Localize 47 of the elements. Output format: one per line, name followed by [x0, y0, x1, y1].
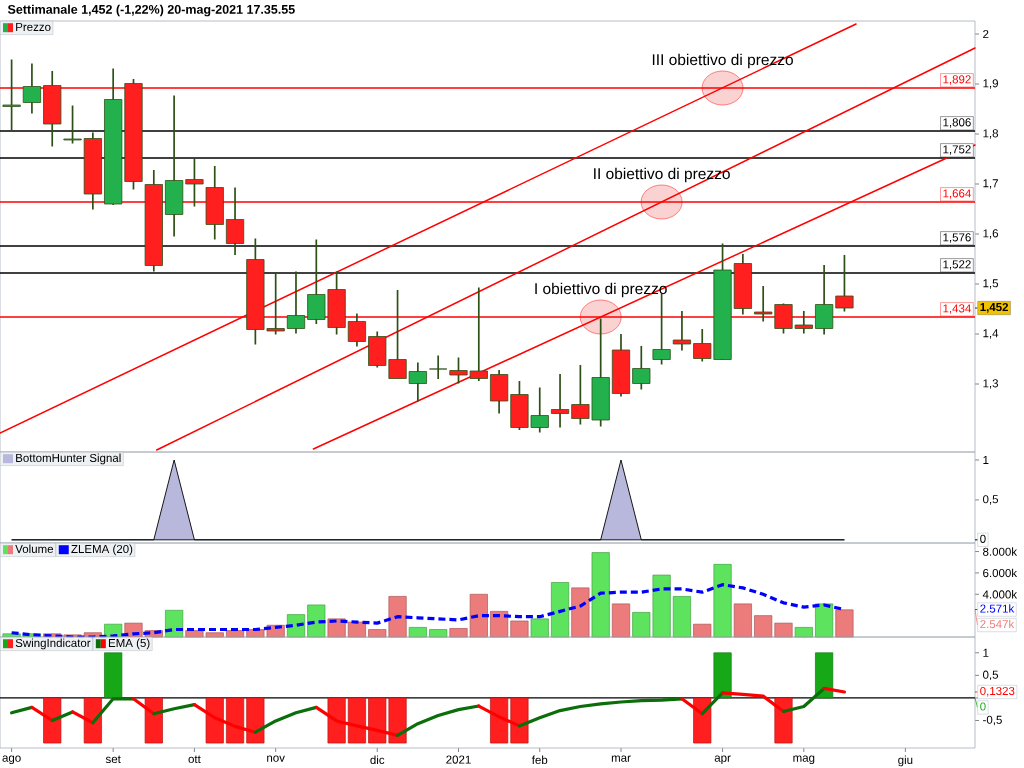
y-tick-label: 1	[983, 456, 989, 464]
y-tick-label: 1	[983, 648, 989, 657]
y-tick-label: 1,8	[983, 129, 999, 139]
y-tick-label: 1,7	[983, 179, 998, 189]
y-tick-label: 1,6	[983, 229, 999, 239]
x-tick-label: ott	[188, 755, 201, 764]
y-tick-label: 8.000k	[983, 547, 1018, 556]
y-tick-label: 2	[983, 29, 989, 39]
ref-line-label: 1,434	[943, 304, 971, 314]
legend-label: BottomHunter Signal	[16, 453, 121, 465]
ref-line-label: 1,752	[943, 145, 971, 155]
ref-line-label: 1,576	[943, 233, 971, 243]
ref-line-label: 1,892	[943, 75, 971, 85]
text: 0	[980, 534, 986, 543]
x-tick-label: mag	[793, 755, 815, 765]
y-tick-label: 1,3	[983, 379, 999, 389]
y-tick-label: 1,5	[983, 279, 999, 289]
ref-line-label: 1,806	[943, 118, 971, 128]
x-tick-label: set	[105, 755, 121, 764]
ref-line-label: 1,522	[943, 260, 971, 270]
x-tick-label: apr	[714, 755, 731, 765]
x-tick-label: feb	[531, 755, 548, 764]
x-tick-label: giu	[898, 755, 913, 767]
legend-label: EMA (5)	[108, 638, 150, 650]
y-tick-label: 0,5	[983, 495, 999, 505]
x-tick-label: ago	[2, 755, 21, 765]
legend-label: SwingIndicator	[15, 638, 91, 650]
x-tick-label: nov	[267, 755, 285, 762]
text: 0,1323	[980, 686, 1015, 697]
ref-line-label: 1,664	[943, 189, 971, 199]
y-tick-label: 1,4	[983, 329, 999, 339]
y-tick-label: 0,5	[983, 670, 999, 681]
y-tick-label: 4.000k	[982, 590, 1018, 599]
x-tick-label: dic	[370, 755, 385, 764]
y-tick-label: -0,5	[983, 715, 1002, 726]
x-tick-label: 2021	[446, 755, 471, 764]
text: 2.571k	[980, 604, 1015, 613]
x-tick-label: mar	[611, 755, 631, 762]
text: 1,452	[980, 302, 1009, 313]
chart-title: Settimanale 1,452 (-1,22%) 20-mag-2021 17.35.55	[7, 4, 295, 17]
legend-label: ZLEMA (20)	[71, 544, 133, 556]
legend-label: Prezzo	[16, 22, 51, 32]
y-tick-label: 1,9	[983, 79, 998, 89]
y-tick-label: 6.000k	[983, 568, 1018, 578]
text: 0	[980, 702, 986, 711]
legend-label: Volume	[15, 544, 54, 554]
text: 2.547k	[980, 619, 1015, 629]
